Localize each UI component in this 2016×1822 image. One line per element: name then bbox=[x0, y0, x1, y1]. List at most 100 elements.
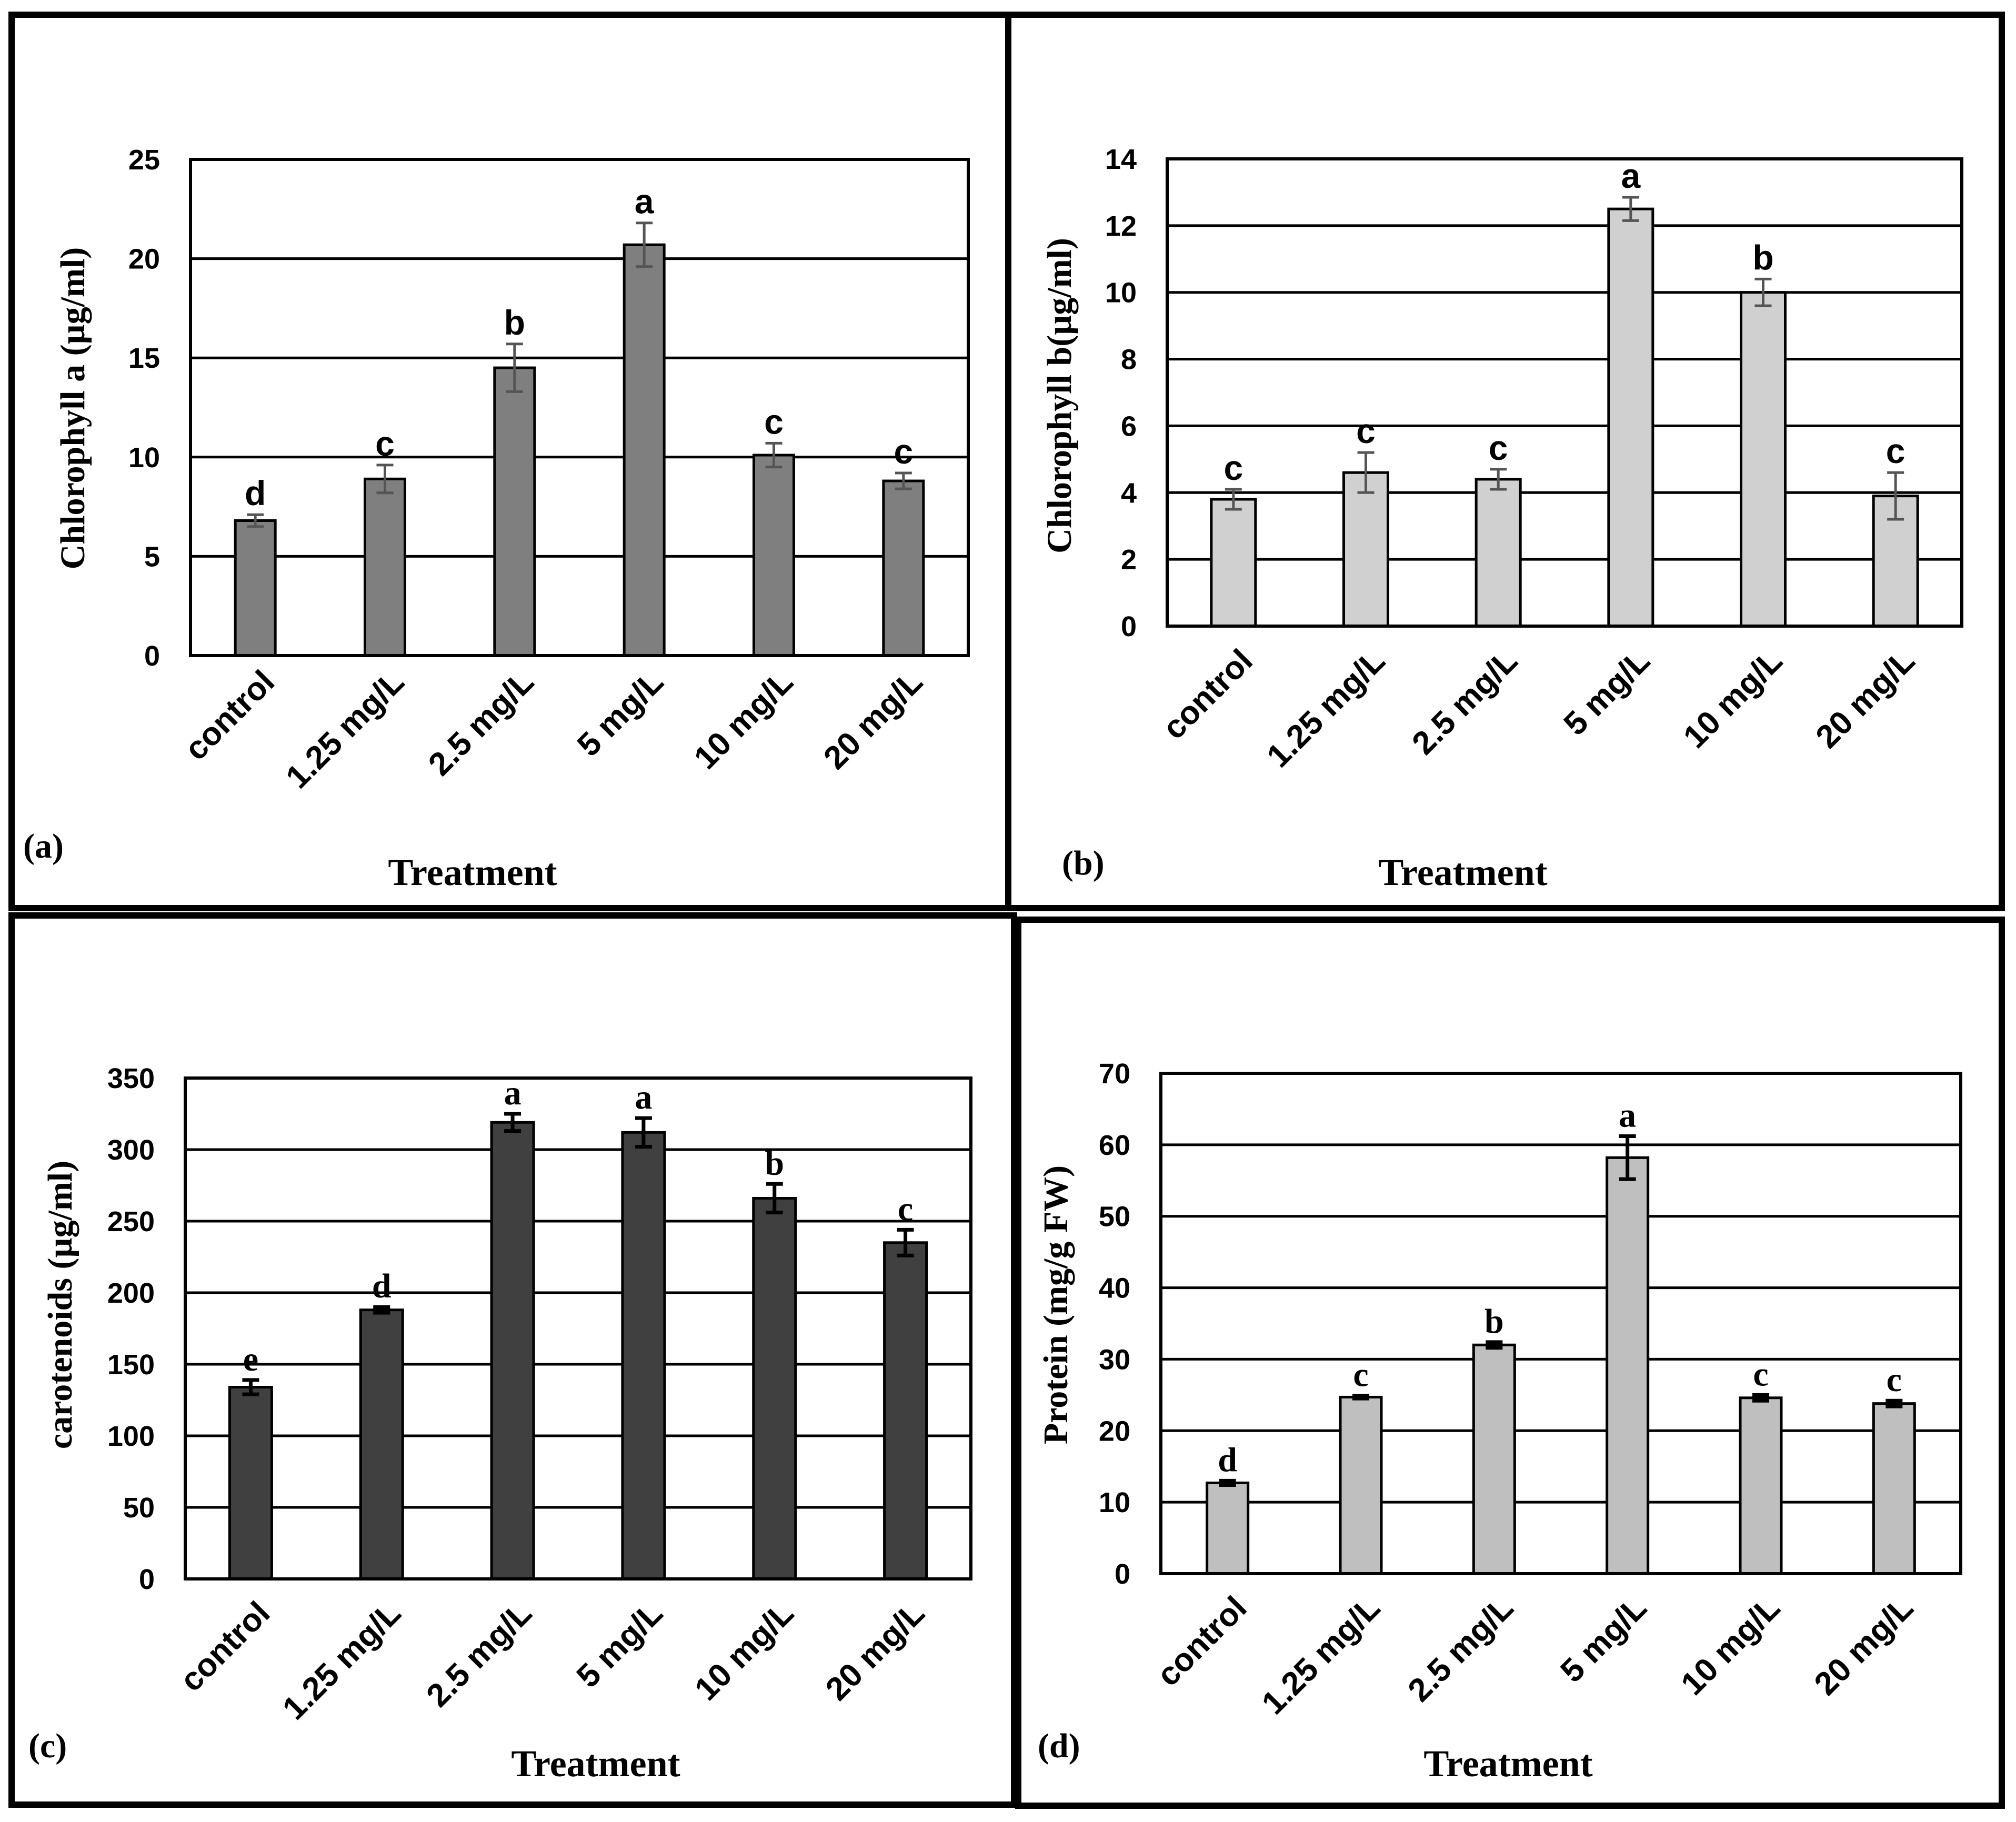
panel-a-x-axis-title: Treatment bbox=[388, 851, 557, 893]
panel-d-bar bbox=[1206, 1481, 1250, 1575]
panel-a-plot-frame bbox=[189, 158, 970, 657]
panel-c-significance-letter: a bbox=[635, 1078, 652, 1116]
panel-a-significance-letter: c bbox=[764, 402, 784, 441]
panel-c-bar bbox=[752, 1196, 797, 1581]
panel-c-significance-letter: a bbox=[504, 1074, 521, 1112]
panel-d-significance-letter: c bbox=[1353, 1356, 1368, 1394]
panel-c-bar bbox=[359, 1308, 404, 1581]
panel-c-y-tick-label: 150 bbox=[107, 1349, 155, 1381]
panel-a-bar bbox=[623, 243, 666, 657]
panel-d-frame bbox=[1015, 917, 2005, 1809]
panel-c-y-tick-label: 250 bbox=[107, 1206, 155, 1237]
panel-c-y-axis-title: carotenoids (µg/ml) bbox=[41, 1161, 79, 1449]
panel-a-gridlines bbox=[190, 257, 968, 558]
panel-b-y-ticks: 0 2 4 6 8 10 12 14 bbox=[1105, 144, 1137, 642]
panel-a-bar bbox=[234, 519, 277, 657]
panel-b-x-axis-title: Treatment bbox=[1378, 851, 1547, 893]
panel-d-significance-letter: c bbox=[1887, 1361, 1902, 1399]
panel-c-significance-letter: b bbox=[765, 1144, 784, 1182]
panel-c-significance-letter: e bbox=[243, 1340, 258, 1378]
panel-b-significance-letter: b bbox=[1752, 238, 1773, 277]
panel-b-significance-letter: c bbox=[1356, 411, 1376, 450]
panel-b-significance-letter: c bbox=[1489, 428, 1508, 467]
panel-a-significance-letter: c bbox=[894, 432, 913, 471]
panel-d-y-tick-label: 30 bbox=[1099, 1344, 1130, 1375]
panel-b-bar bbox=[1342, 471, 1389, 628]
panel-b-significance-letter: c bbox=[1223, 448, 1243, 487]
panel-c-bar bbox=[490, 1121, 535, 1581]
panel-c-significance-letter: c bbox=[898, 1190, 913, 1228]
panel-c-frame bbox=[8, 912, 1017, 1808]
panel-a-bar bbox=[882, 479, 925, 657]
panel-a-bar bbox=[364, 477, 406, 657]
panel-c-bar bbox=[228, 1386, 273, 1581]
panel-c-y-tick-label: 200 bbox=[107, 1277, 155, 1309]
panel-b-label: (b) bbox=[1062, 844, 1105, 882]
panel-a-significance-letter: b bbox=[504, 303, 525, 342]
panel-d-bar bbox=[1739, 1396, 1783, 1575]
panel-d-significance-letter: b bbox=[1485, 1302, 1504, 1341]
panel-a-y-ticks: 0 5 10 15 20 25 bbox=[128, 144, 160, 672]
panel-c-y-tick-label: 350 bbox=[107, 1063, 155, 1094]
panel-c-gridlines bbox=[185, 1148, 971, 1509]
panel-b-y-tick-label: 12 bbox=[1105, 210, 1137, 242]
panel-c-bar bbox=[883, 1241, 928, 1581]
panel-c-y-tick-label: 0 bbox=[139, 1564, 155, 1595]
panel-d-x-axis-title: Treatment bbox=[1423, 1743, 1592, 1785]
panel-c-label: (c) bbox=[28, 1727, 67, 1765]
panel-d-significance-letter: d bbox=[1218, 1441, 1237, 1479]
panel-a-significance-letter: a bbox=[635, 182, 655, 221]
panel-a-bar bbox=[753, 454, 795, 657]
panel-b-significance-letter: c bbox=[1886, 431, 1905, 470]
panel-a-label: (a) bbox=[23, 827, 64, 865]
panel-b-bar bbox=[1740, 291, 1787, 628]
panel-c-plot-frame bbox=[184, 1076, 972, 1581]
panel-b-y-tick-label: 14 bbox=[1105, 144, 1137, 175]
panel-c-bar bbox=[621, 1131, 666, 1581]
panel-d-significance-letter: a bbox=[1619, 1096, 1636, 1135]
panel-c-x-axis-title: Treatment bbox=[511, 1743, 680, 1785]
panel-b-bar bbox=[1475, 478, 1522, 628]
panel-b-y-tick-label: 2 bbox=[1121, 544, 1137, 576]
panel-b-bar bbox=[1607, 207, 1654, 628]
panel-b-y-tick-label: 0 bbox=[1121, 611, 1137, 642]
panel-d-bar bbox=[1872, 1402, 1916, 1575]
panel-b-y-tick-label: 8 bbox=[1121, 344, 1137, 376]
panel-c-significance-letter: d bbox=[372, 1267, 392, 1305]
panel-b-frame bbox=[1005, 12, 2005, 911]
panel-d-gridlines bbox=[1161, 1143, 1961, 1504]
panel-a-significance-letter: d bbox=[245, 474, 266, 512]
panel-c-y-tick-label: 300 bbox=[107, 1134, 155, 1166]
panel-a-significance-letter: c bbox=[375, 424, 395, 463]
panel-a-bars: d c b a c c bbox=[234, 182, 925, 657]
panel-d-y-tick-label: 70 bbox=[1099, 1058, 1130, 1090]
panel-c-y-tick-label: 50 bbox=[123, 1492, 155, 1524]
panel-d-y-tick-label: 50 bbox=[1099, 1201, 1130, 1233]
panel-d-bar bbox=[1606, 1156, 1650, 1575]
panel-d-y-tick-label: 0 bbox=[1115, 1558, 1130, 1590]
panel-b-y-tick-label: 6 bbox=[1121, 410, 1137, 442]
panel-b-bars: c c c a b c bbox=[1210, 156, 1919, 628]
panel-c-bars: e d a a b c bbox=[228, 1074, 928, 1581]
panel-a-y-tick-label: 25 bbox=[128, 144, 160, 176]
panel-d-label: (d) bbox=[1038, 1727, 1080, 1765]
panel-d-y-tick-label: 10 bbox=[1099, 1487, 1130, 1518]
panel-b-significance-letter: a bbox=[1621, 156, 1641, 195]
panel-b-y-tick-label: 10 bbox=[1105, 277, 1137, 309]
panel-b-plot-frame bbox=[1166, 157, 1963, 628]
panel-d-y-tick-label: 40 bbox=[1099, 1273, 1130, 1304]
panel-b-y-axis-title: Chlorophyll b(µg/ml) bbox=[1040, 238, 1079, 553]
panel-a-y-tick-label: 10 bbox=[128, 442, 160, 474]
panel-a-y-tick-label: 20 bbox=[128, 244, 160, 275]
panel-a-y-tick-label: 5 bbox=[144, 541, 160, 572]
panel-a-y-tick-label: 15 bbox=[128, 343, 160, 374]
panel-d-y-ticks: 0 10 20 30 40 50 60 70 bbox=[1099, 1058, 1130, 1590]
panel-b-gridlines bbox=[1167, 224, 1962, 561]
panel-d-bar bbox=[1339, 1395, 1383, 1575]
panel-d-y-axis-title: Protein (mg/g FW) bbox=[1037, 1165, 1075, 1444]
panel-d-y-tick-label: 60 bbox=[1099, 1130, 1130, 1161]
panel-c-y-tick-label: 100 bbox=[107, 1421, 155, 1452]
panel-d-plot-frame bbox=[1159, 1072, 1962, 1575]
panel-d-significance-letter: c bbox=[1753, 1355, 1768, 1393]
